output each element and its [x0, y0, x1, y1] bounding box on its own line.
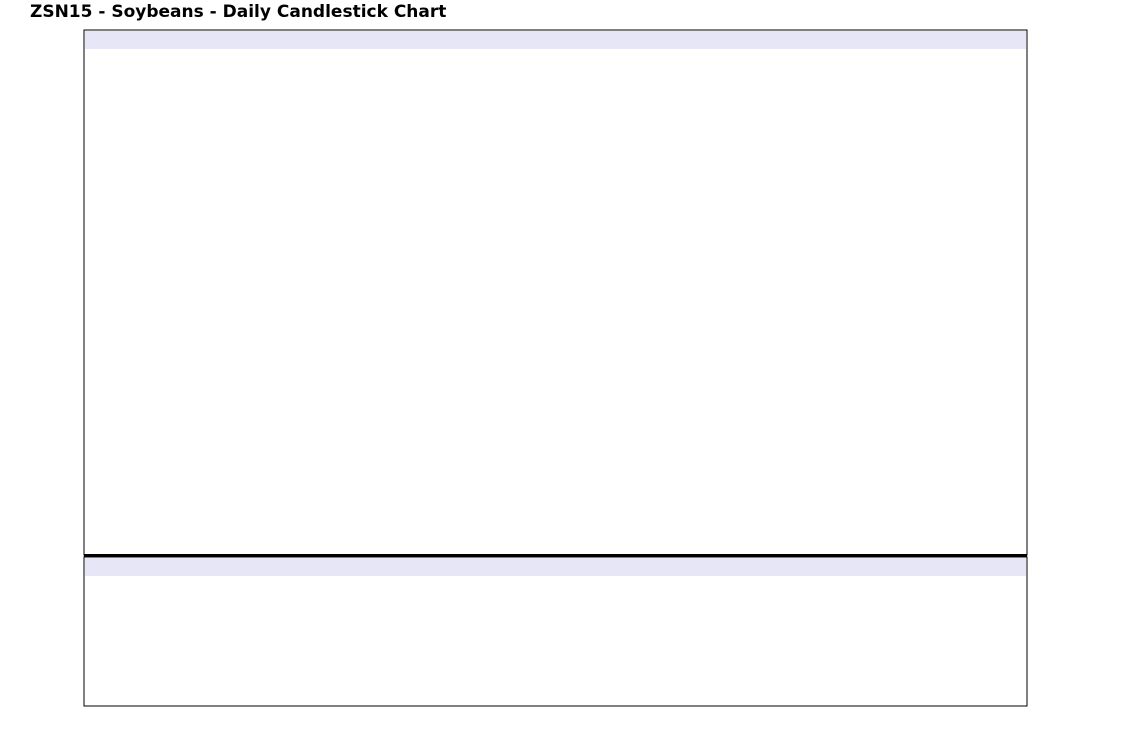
price-legend-strip: [85, 31, 1026, 49]
chart-title: ZSN15 - Soybeans - Daily Candlestick Cha…: [30, 2, 446, 22]
volume-legend-strip: [85, 558, 1026, 576]
volume-panel: [83, 556, 1028, 707]
price-panel: [83, 29, 1028, 556]
